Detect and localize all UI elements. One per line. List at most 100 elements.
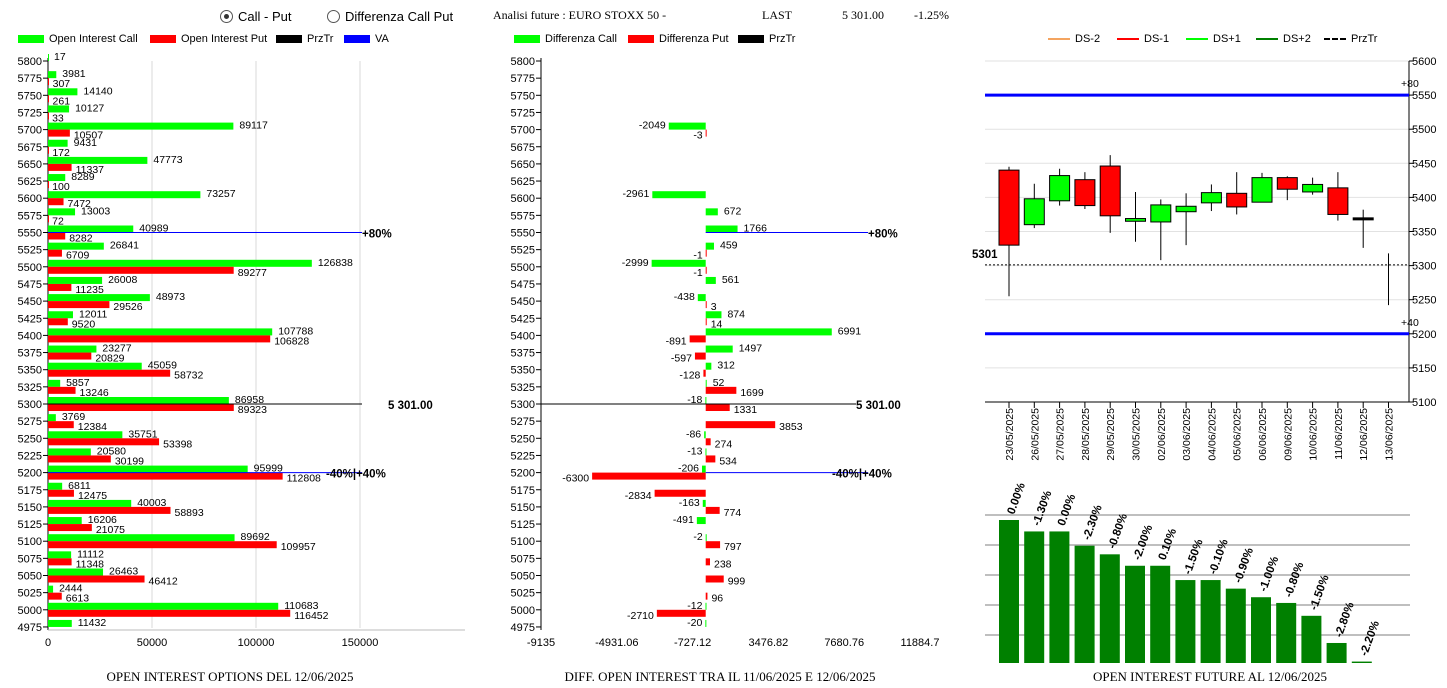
fut-bar-label: 0.00% bbox=[1006, 481, 1028, 516]
oi-call-bar bbox=[48, 71, 57, 79]
radio-diff[interactable]: Differenza Call Put bbox=[327, 9, 453, 24]
oi-put-value: 10507 bbox=[74, 130, 103, 142]
diff-call-bar bbox=[705, 328, 832, 336]
caption-oi-options: OPEN INTEREST OPTIONS DEL 12/06/2025 bbox=[106, 669, 354, 684]
diff-call-bar bbox=[705, 242, 714, 250]
legend-diff-przTr-swatch bbox=[738, 35, 764, 43]
candle-up bbox=[1023, 198, 1045, 226]
diff-put-bar bbox=[656, 609, 706, 617]
header-last-value: 5 301.00 bbox=[842, 8, 884, 22]
candle-up bbox=[1049, 175, 1071, 202]
oi-call-value: 26463 bbox=[109, 566, 138, 578]
candle-y-label: 5600 bbox=[1412, 56, 1436, 68]
oi-call-bar bbox=[48, 585, 54, 593]
oi-strike-label: 5675 bbox=[18, 142, 42, 154]
fut-bar-label: -2.00% bbox=[1132, 523, 1156, 561]
diff-put-value: 999 bbox=[728, 576, 746, 588]
legend-ds-plus2-line bbox=[1256, 38, 1278, 40]
diff-strike-label: 5375 bbox=[511, 348, 535, 360]
candle-y-label: 5150 bbox=[1412, 363, 1436, 375]
candle-date-label: 09/06/2025 bbox=[1282, 408, 1294, 461]
oi-put-value: 109957 bbox=[281, 541, 316, 553]
candle-hline-label: +80 bbox=[1401, 78, 1419, 90]
diff-put-value: 238 bbox=[714, 558, 732, 570]
diff-put-bar bbox=[705, 129, 707, 137]
candle-down bbox=[1074, 179, 1096, 207]
oi-put-value: 53398 bbox=[163, 438, 192, 450]
oi-call-bar bbox=[48, 225, 134, 233]
oi-call-value: 3981 bbox=[62, 68, 86, 80]
oi-put-value: 89323 bbox=[238, 404, 267, 416]
diff-put-bar bbox=[705, 575, 724, 583]
legend-ds-plus1-label: DS+1 bbox=[1213, 33, 1241, 45]
oi-strike-label: 5800 bbox=[18, 56, 42, 68]
oi-put-value: 12475 bbox=[78, 490, 107, 502]
oi-put-value: 116452 bbox=[294, 610, 328, 622]
diff-put-bar bbox=[694, 352, 706, 360]
oi-call-value: 40003 bbox=[137, 497, 166, 509]
oi-x-tick: 100000 bbox=[238, 637, 275, 649]
fut-bar-label: -1.50% bbox=[1182, 538, 1206, 576]
candle-up bbox=[1352, 217, 1374, 221]
diff-put-bar bbox=[592, 472, 706, 480]
oi-put-value: 13246 bbox=[80, 387, 109, 399]
candle-y-label: 5300 bbox=[1412, 261, 1436, 273]
diff-strike-label: 5100 bbox=[511, 536, 535, 548]
oi-call-value: 86958 bbox=[235, 394, 264, 406]
diff-put-value: -2834 bbox=[625, 490, 652, 502]
diff-put-value: -3 bbox=[693, 130, 702, 142]
radio-call-put-dot[interactable] bbox=[220, 10, 233, 23]
candle-up bbox=[1200, 192, 1222, 204]
oi-x-tick: 150000 bbox=[342, 637, 379, 649]
candle-y-label: 5500 bbox=[1412, 124, 1436, 136]
diff-call-bar bbox=[651, 259, 706, 267]
diff-put-bar bbox=[703, 369, 706, 377]
diff-call-bar bbox=[705, 276, 716, 284]
diff-put-value: 1331 bbox=[734, 404, 758, 416]
oi-put-bar bbox=[48, 386, 76, 394]
oi-put-bar bbox=[48, 455, 111, 463]
radio-call-put[interactable]: Call - Put bbox=[220, 9, 291, 24]
oi-call-bar bbox=[48, 174, 66, 182]
oi-put-value: 9520 bbox=[72, 318, 96, 330]
fut-bar bbox=[1301, 615, 1322, 663]
oi-call-bar bbox=[48, 122, 234, 130]
candle-date-label: 02/06/2025 bbox=[1156, 408, 1168, 461]
oi-call-value: 6811 bbox=[68, 480, 91, 492]
diff-put-value: -891 bbox=[666, 335, 687, 347]
oi-put-bar bbox=[48, 335, 271, 343]
oi-put-value: 112808 bbox=[287, 473, 321, 485]
oi-put-bar bbox=[48, 609, 291, 617]
oi-put-bar bbox=[48, 78, 49, 86]
oi-call-value: 95999 bbox=[254, 463, 283, 475]
legend-oi-put: Open Interest Put bbox=[150, 33, 267, 45]
legend-oi-przTr: PrzTr bbox=[276, 33, 333, 45]
oi-put-value: 58893 bbox=[174, 507, 203, 519]
oi-ref-label: +80% bbox=[362, 229, 392, 241]
diff-put-bar bbox=[705, 404, 730, 411]
oi-call-value: 13003 bbox=[81, 205, 110, 217]
diff-strike-label: 5500 bbox=[511, 262, 535, 274]
diff-call-value: -2049 bbox=[639, 120, 666, 132]
candle-y-label: 5450 bbox=[1412, 158, 1436, 170]
diff-strike-label: 5000 bbox=[511, 605, 535, 617]
diff-call-value: -2 bbox=[693, 531, 702, 543]
legend-diff-przTr-label: PrzTr bbox=[769, 33, 796, 45]
diff-call-bar bbox=[705, 397, 707, 404]
oi-call-bar bbox=[48, 311, 73, 319]
oi-call-value: 126838 bbox=[318, 257, 353, 269]
oi-put-bar bbox=[48, 506, 171, 514]
oi-put-bar bbox=[48, 541, 277, 549]
diff-strike-label: 5175 bbox=[511, 485, 535, 497]
diff-call-value: -438 bbox=[674, 291, 695, 303]
radio-diff-dot[interactable] bbox=[327, 10, 340, 23]
diff-call-bar bbox=[668, 122, 706, 130]
legend-oi-call-label: Open Interest Call bbox=[49, 33, 138, 45]
oi-put-bar bbox=[48, 301, 110, 309]
oi-put-bar bbox=[48, 283, 72, 291]
legend-diff-put-label: Differenza Put bbox=[659, 33, 729, 45]
oi-put-bar bbox=[48, 524, 92, 532]
oi-strike-label: 5775 bbox=[18, 73, 42, 85]
diff-x-tick: -727.12 bbox=[674, 637, 711, 649]
candle-date-label: 23/05/2025 bbox=[1004, 408, 1016, 461]
